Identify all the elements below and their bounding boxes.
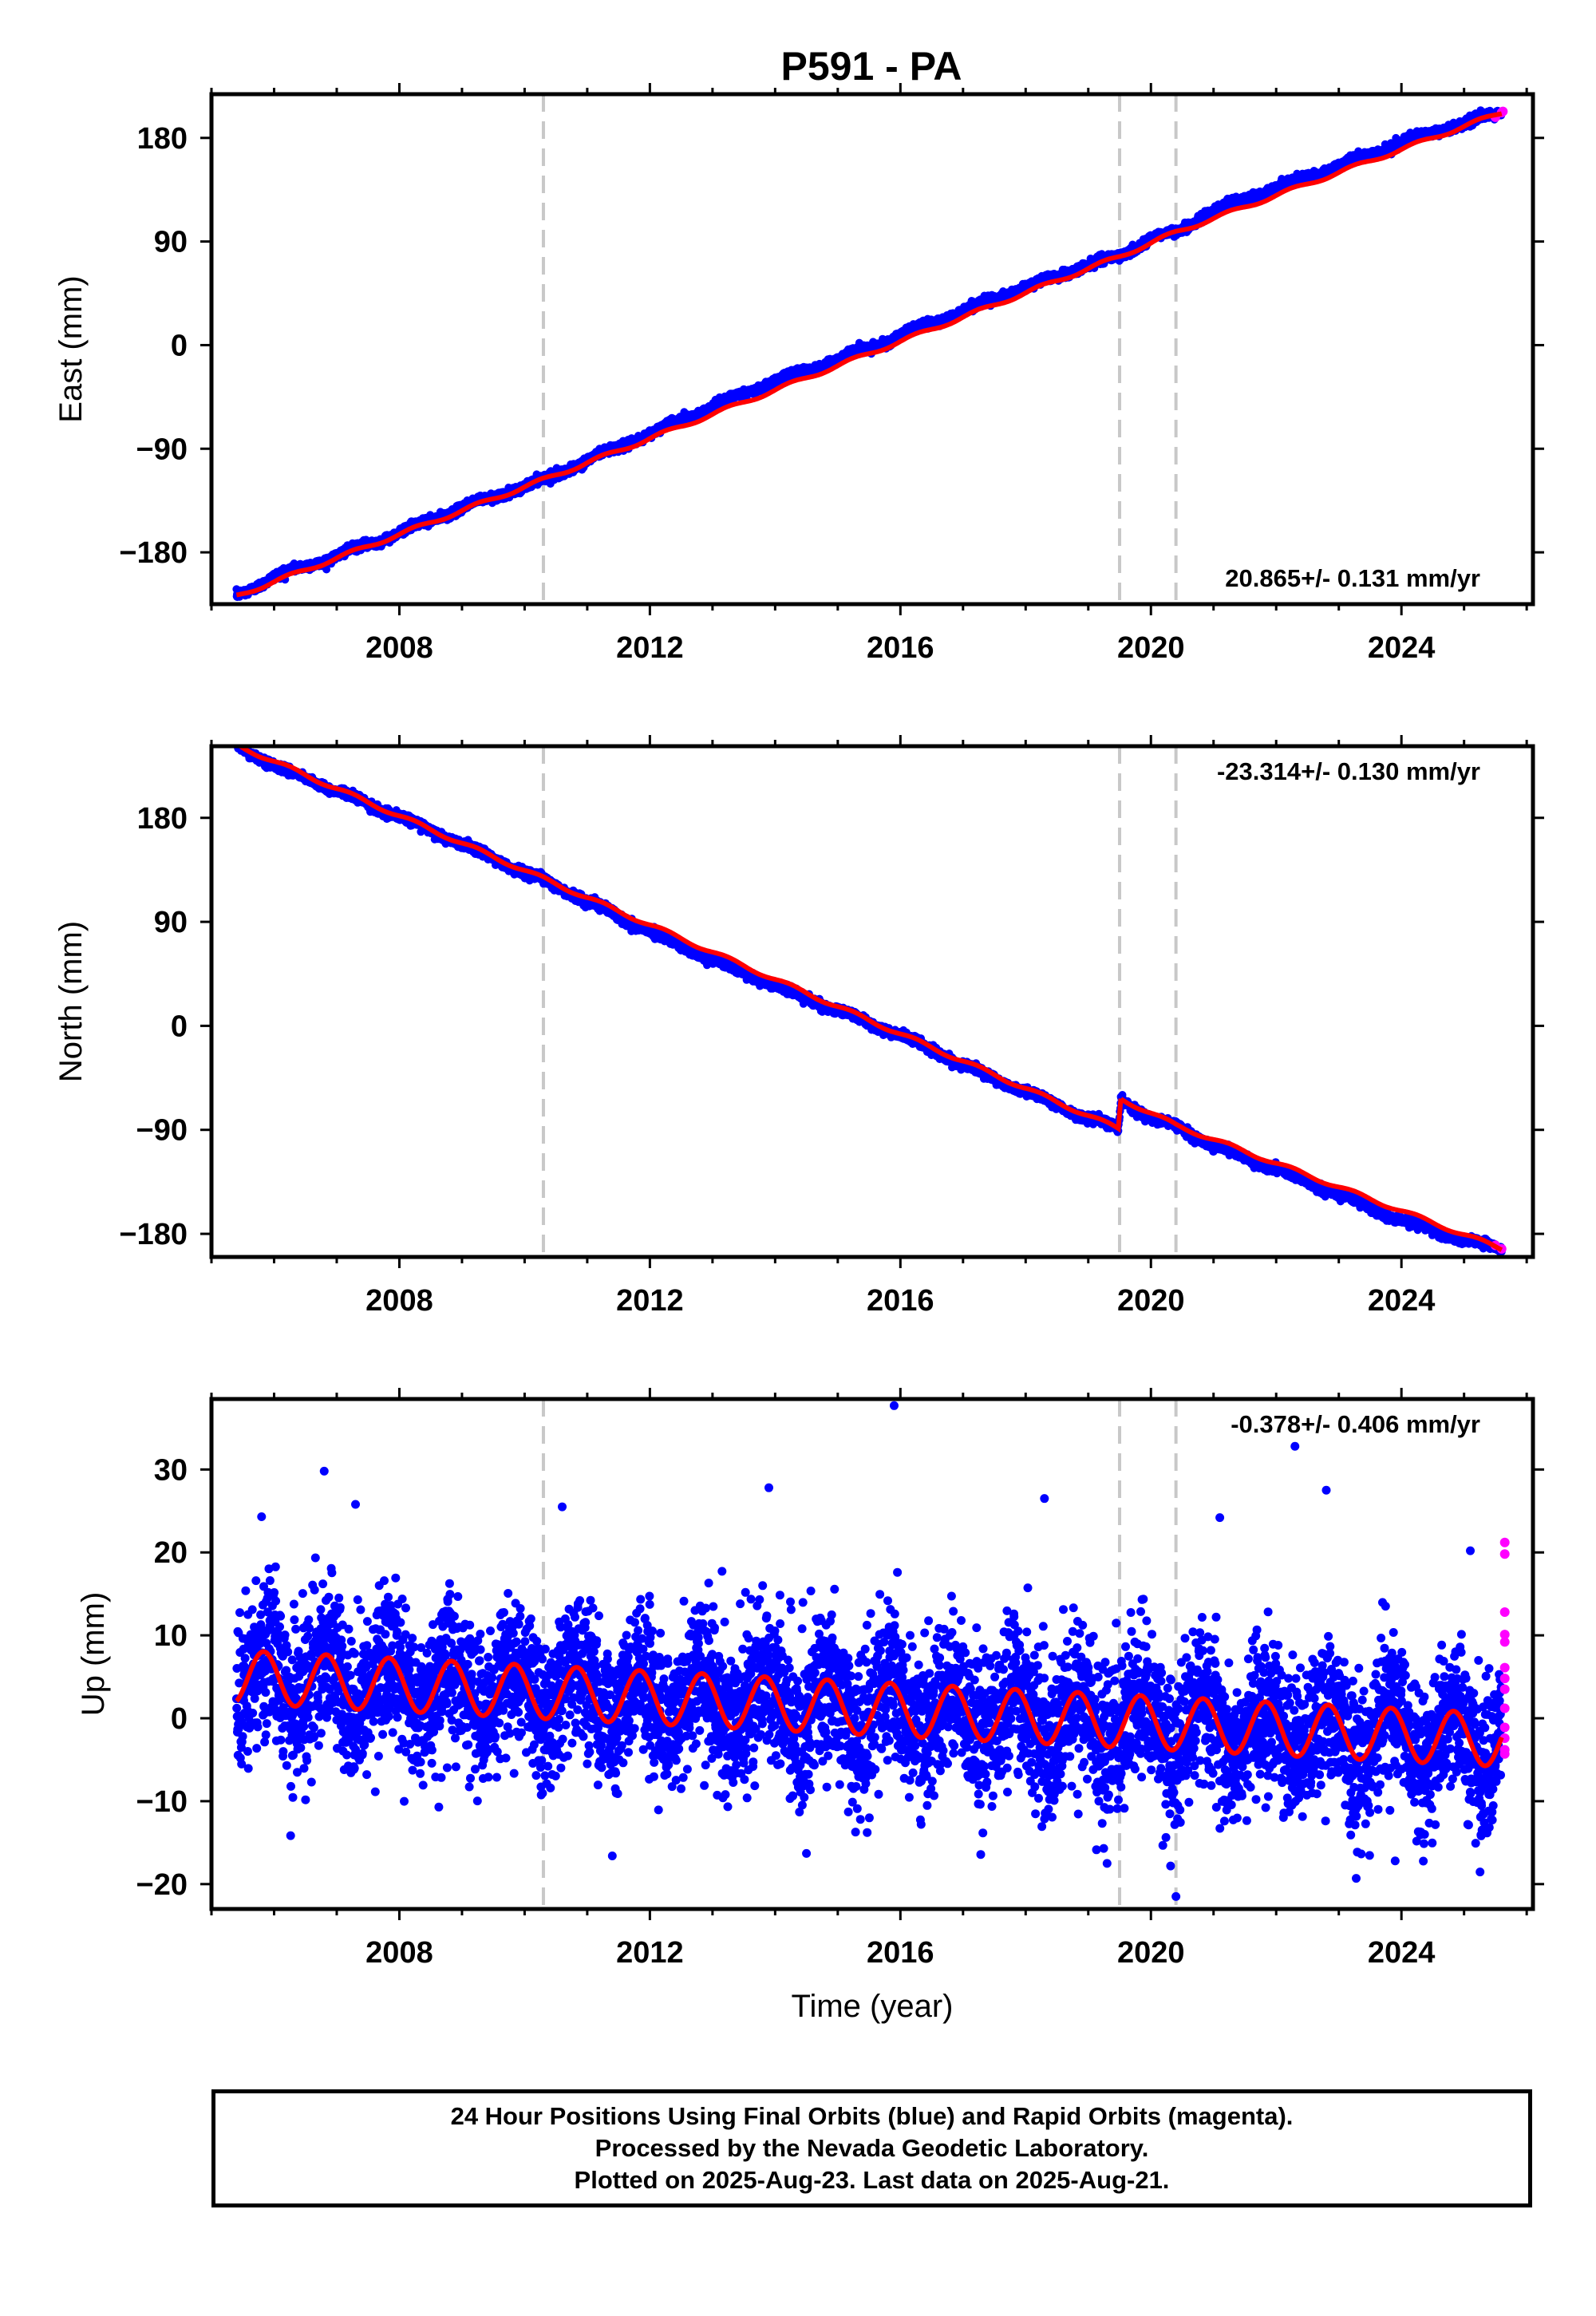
plot-area [232, 106, 1508, 602]
data-point [322, 565, 331, 574]
chart-title: P591 - PA [781, 44, 962, 89]
